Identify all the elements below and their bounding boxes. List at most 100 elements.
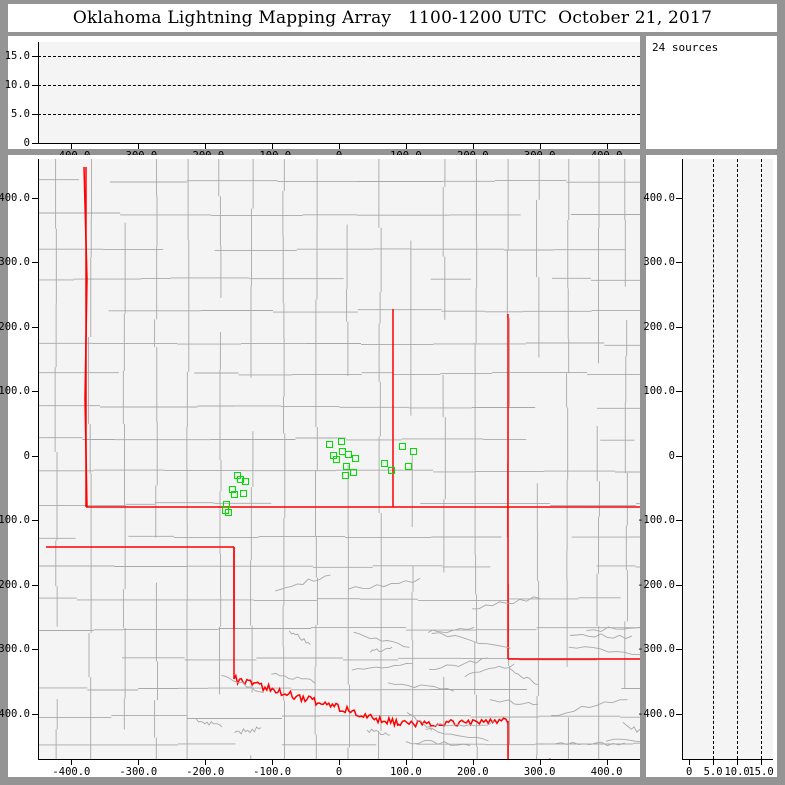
county-line (353, 631, 410, 648)
altitude-vs-north-panel: -400.0 -300.0 -200.0 -100.0 0 100.0 200.0 300.0… (637, 155, 777, 778)
y-tick (32, 584, 38, 586)
county-line (509, 668, 538, 685)
source-marker (351, 454, 359, 462)
y-tick-label: -100.0 (637, 514, 675, 527)
y-tick-label: -200.0 (637, 578, 675, 591)
plan-view-map-panel[interactable]: -400.0 -300.0 -200.0 -100.0 0 100.0 200.0 300.0… (0, 155, 640, 778)
county-line (221, 675, 264, 693)
county-line (271, 672, 315, 684)
county-line (622, 722, 640, 733)
county-line (369, 646, 393, 653)
source-marker (231, 491, 239, 498)
page-title: Oklahoma Lightning Mapping Array 1100-12… (72, 8, 713, 28)
x-tick-label: 10.0 (724, 766, 750, 778)
x-tick (713, 759, 715, 765)
county-line (406, 711, 433, 731)
state-border-red-river (233, 673, 399, 729)
y-tick (676, 262, 682, 264)
y-tick-label: 100.0 (0, 385, 30, 398)
y-tick (32, 197, 38, 199)
source-marker (410, 448, 418, 456)
y-tick-label: 0 (23, 137, 30, 149)
y-tick-label: 0 (668, 449, 675, 462)
county-line (551, 699, 628, 716)
y-tick (32, 520, 38, 522)
source-marker (405, 462, 413, 470)
x-tick (472, 143, 474, 149)
x-tick (539, 143, 541, 149)
y-tick-label: 200.0 (643, 320, 675, 333)
x-tick (606, 143, 608, 149)
x-tick-label: 200.0 (456, 766, 489, 778)
source-marker (224, 509, 232, 516)
x-tick-label: 0 (686, 766, 693, 778)
county-line (196, 718, 223, 728)
altitude-gridline (737, 159, 739, 759)
map-geometry (38, 159, 640, 759)
county-line (351, 662, 413, 671)
x-tick-label: -100.0 (253, 766, 292, 778)
x-tick-label: 5.0 (703, 766, 723, 778)
y-tick (32, 114, 38, 116)
y-tick (676, 455, 682, 457)
x-tick (138, 759, 140, 765)
x-tick-label: 0 (335, 766, 343, 778)
x-tick (272, 759, 274, 765)
y-tick-label: -300.0 (637, 643, 675, 656)
x-tick (339, 759, 340, 765)
x-tick (405, 143, 407, 149)
y-tick-label: 10.0 (4, 79, 30, 92)
x-tick (138, 143, 140, 149)
source-marker (344, 451, 352, 458)
source-marker (239, 489, 247, 497)
y-tick-label: 5.0 (11, 108, 30, 121)
county-line (275, 574, 331, 592)
source-marker (332, 456, 340, 464)
county-line (405, 739, 471, 746)
x-tick-label: 400.0 (590, 766, 623, 778)
x-tick-label: 15.0 (748, 766, 774, 778)
source-marker (342, 462, 350, 470)
x-tick (606, 759, 608, 765)
y-tick-label: 400.0 (0, 191, 30, 204)
y-tick-label: 100.0 (643, 385, 675, 398)
x-tick (205, 143, 207, 149)
source-marker (223, 501, 231, 509)
x-tick (761, 759, 762, 765)
x-tick (689, 759, 691, 765)
altitude-gridline (38, 56, 640, 58)
x-tick (272, 143, 274, 149)
altitude-vs-north-plot-area (682, 159, 773, 759)
source-marker (399, 443, 406, 451)
y-tick-label: 300.0 (0, 256, 30, 269)
source-marker (381, 460, 388, 467)
x-tick (339, 143, 340, 149)
y-tick-label: -400.0 (0, 707, 30, 720)
altitude-gridline (38, 85, 640, 87)
county-line (431, 632, 511, 649)
x-tick (539, 759, 541, 765)
county-line (347, 577, 421, 590)
y-tick (32, 649, 38, 651)
y-tick (32, 56, 38, 58)
y-tick (676, 520, 682, 522)
y-axis-line (682, 159, 684, 759)
altitude-gridline (761, 159, 762, 759)
y-tick (676, 584, 682, 586)
y-tick-label: 400.0 (643, 191, 675, 204)
y-tick (676, 713, 682, 715)
y-tick (676, 391, 682, 393)
county-line (586, 626, 640, 632)
y-tick (32, 455, 38, 457)
y-tick-label: -100.0 (0, 514, 30, 527)
source-count-label: 24 sources (652, 41, 719, 54)
y-tick (32, 143, 38, 144)
county-line (434, 720, 494, 727)
altitude-vs-east-panel: 05.010.015.0-400.0-300.0-200.0-100.00100… (4, 36, 640, 162)
county-line (425, 727, 489, 742)
county-line (570, 633, 633, 640)
y-tick-label: 0 (23, 449, 30, 462)
county-line (427, 626, 475, 634)
x-axis-line (682, 759, 773, 761)
plan-view-plot-area[interactable] (38, 159, 640, 759)
